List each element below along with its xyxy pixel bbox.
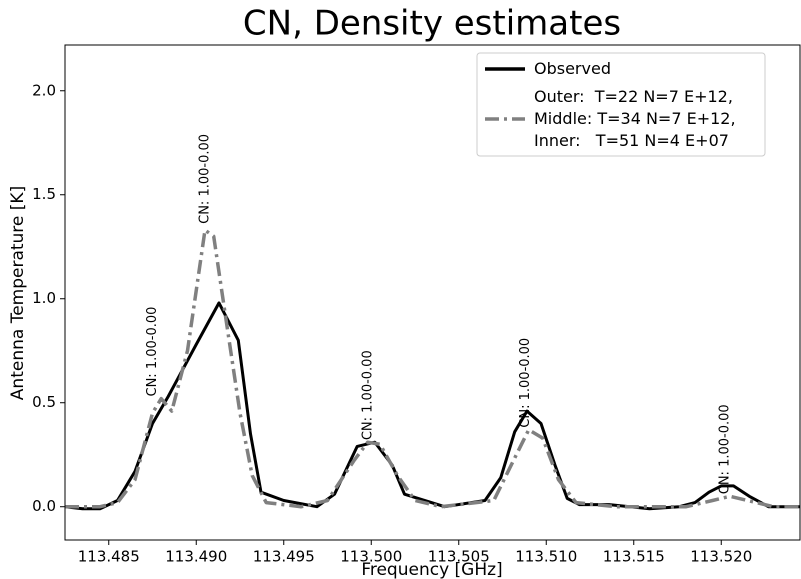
legend-label-line: Outer: T=22 N=7 E+12,: [534, 87, 733, 106]
x-tick-label: 113.485: [78, 548, 140, 566]
x-tick-label: 113.490: [165, 548, 227, 566]
legend-label: Observed: [534, 59, 611, 78]
annotation: CN: 1.00-0.00: [360, 350, 375, 440]
legend-box: [476, 52, 766, 157]
y-tick-label: 2.0: [32, 81, 56, 99]
legend-label-line: Observed: [534, 59, 611, 78]
x-axis-label: Frequency [GHz]: [361, 560, 502, 579]
series-line: [65, 228, 800, 509]
y-tick-label: 0.5: [32, 393, 56, 411]
x-tick-label: 113.495: [253, 548, 315, 566]
annotation: CN: 1.00-0.00: [518, 338, 533, 428]
legend-label-line: Middle: T=34 N=7 E+12,: [534, 109, 736, 128]
plot-frame: [64, 44, 801, 541]
y-tick-label: 1.0: [32, 289, 56, 307]
annotation: CN: 1.00-0.00: [145, 307, 160, 397]
x-tick-label: 113.515: [603, 548, 665, 566]
x-tick-label: 113.505: [428, 548, 490, 566]
x-tick-label: 113.510: [515, 548, 577, 566]
y-tick-label: 0.0: [32, 497, 56, 515]
x-tick-label: 113.500: [340, 548, 402, 566]
chart-title: CN, Density estimates: [243, 4, 621, 44]
x-tick-label: 113.520: [690, 548, 752, 566]
annotation: CN: 1.00-0.00: [198, 134, 213, 224]
annotation: CN: 1.00-0.00: [717, 404, 732, 494]
legend-label: Outer: T=22 N=7 E+12, Middle: T=34 N=7 E+…: [534, 87, 736, 150]
series-line: [64, 301, 800, 511]
legend-label-line: Inner: T=51 N=4 E+07: [534, 131, 729, 150]
y-tick-label: 1.5: [32, 185, 56, 203]
y-axis-label: Antenna Temperature [K]: [8, 186, 28, 400]
